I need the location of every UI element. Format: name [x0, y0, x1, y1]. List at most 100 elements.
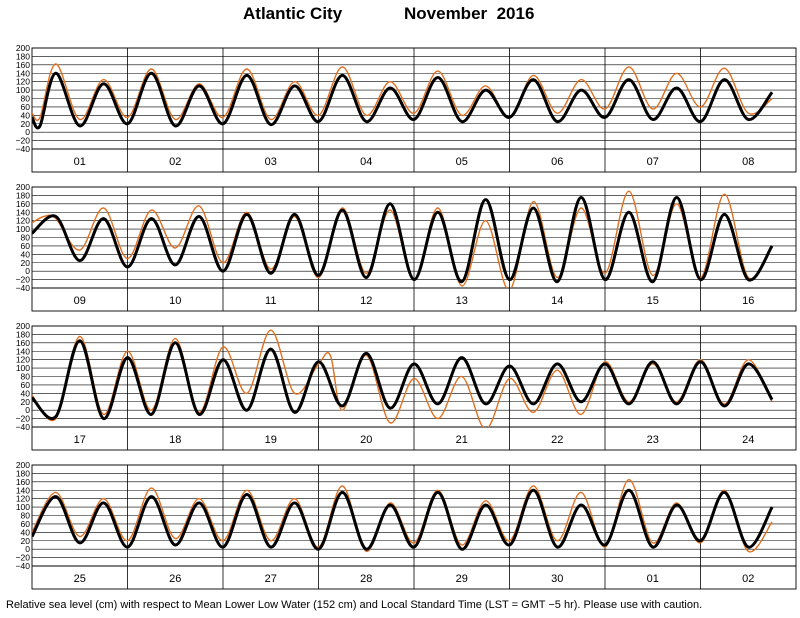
day-label: 02 — [169, 156, 181, 168]
panel-frame — [31, 464, 797, 590]
day-label: 18 — [169, 434, 181, 446]
y-tick-label: 120 — [16, 494, 30, 504]
y-tick-label: −40 — [16, 561, 31, 571]
observed-series-line — [32, 63, 773, 122]
day-label: 22 — [551, 434, 563, 446]
y-tick-label: 140 — [16, 68, 30, 78]
panel-frame — [31, 325, 797, 451]
day-label: 02 — [742, 573, 754, 585]
day-label: 05 — [456, 156, 468, 168]
y-tick-label: 200 — [16, 43, 30, 53]
y-tick-label: 0 — [25, 544, 30, 554]
day-label: 23 — [647, 434, 659, 446]
observed-series-line — [32, 329, 773, 427]
y-tick-label: 160 — [16, 338, 30, 348]
day-label: 28 — [360, 573, 372, 585]
day-label: 24 — [742, 434, 754, 446]
y-tick-label: 20 — [21, 119, 31, 129]
day-label: 17 — [74, 434, 86, 446]
y-tick-label: 160 — [16, 477, 30, 487]
station-title: Atlantic City — [243, 4, 343, 23]
y-tick-label: 180 — [16, 190, 30, 200]
footer-note: Relative sea level (cm) with respect to … — [6, 599, 703, 611]
day-label: 27 — [265, 573, 277, 585]
y-tick-label: 200 — [16, 182, 30, 192]
day-label: 08 — [742, 156, 754, 168]
panel-frame — [31, 47, 797, 173]
day-label: 21 — [456, 434, 468, 446]
day-label: 13 — [456, 295, 468, 307]
y-tick-label: 180 — [16, 468, 30, 478]
observed-series-line — [32, 478, 773, 553]
month-title: November 2016 — [404, 4, 534, 24]
y-tick-label: 80 — [21, 511, 31, 521]
month-label: November — [404, 4, 488, 23]
y-tick-label: −40 — [16, 144, 31, 154]
y-tick-label: 160 — [16, 60, 30, 70]
y-tick-label: 40 — [21, 388, 31, 398]
y-tick-label: 80 — [21, 94, 31, 104]
day-label: 15 — [647, 295, 659, 307]
y-tick-label: 140 — [16, 485, 30, 495]
day-label: 26 — [169, 573, 181, 585]
predicted-series-line — [32, 488, 774, 551]
day-label: 01 — [74, 156, 86, 168]
y-tick-label: −20 — [16, 275, 31, 285]
y-tick-label: 80 — [21, 372, 31, 382]
y-tick-label: 100 — [16, 502, 30, 512]
y-tick-label: 0 — [25, 405, 30, 415]
day-label: 01 — [647, 573, 659, 585]
day-label: 14 — [551, 295, 563, 307]
day-label: 09 — [74, 295, 86, 307]
y-tick-label: 60 — [21, 102, 31, 112]
y-tick-label: 0 — [25, 127, 30, 137]
day-label: 12 — [360, 295, 372, 307]
day-label: 10 — [169, 295, 181, 307]
year-label: 2016 — [496, 4, 535, 23]
y-tick-label: 120 — [16, 77, 30, 87]
y-tick-label: 200 — [16, 460, 30, 470]
y-tick-label: 120 — [16, 216, 30, 226]
y-tick-label: 100 — [16, 363, 30, 373]
y-tick-label: 60 — [21, 380, 31, 390]
y-tick-label: 160 — [16, 199, 30, 209]
y-tick-label: 40 — [21, 110, 31, 120]
y-tick-label: −20 — [16, 136, 31, 146]
y-tick-label: 20 — [21, 397, 31, 407]
day-label: 20 — [360, 434, 372, 446]
day-label: 16 — [742, 295, 754, 307]
day-label: 29 — [456, 573, 468, 585]
predicted-series-line — [32, 195, 774, 284]
day-label: 04 — [360, 156, 372, 168]
y-tick-label: 200 — [16, 321, 30, 331]
day-label: 03 — [265, 156, 277, 168]
y-tick-label: 140 — [16, 207, 30, 217]
predicted-series-line — [32, 71, 774, 130]
y-tick-label: 40 — [21, 249, 31, 259]
predicted-series-line — [32, 339, 774, 421]
y-tick-label: 20 — [21, 536, 31, 546]
y-tick-label: 40 — [21, 527, 31, 537]
y-tick-label: −40 — [16, 422, 31, 432]
y-tick-label: 100 — [16, 224, 30, 234]
y-tick-label: 80 — [21, 233, 31, 243]
y-tick-label: 20 — [21, 258, 31, 268]
y-tick-label: 100 — [16, 85, 30, 95]
day-label: 19 — [265, 434, 277, 446]
y-tick-label: −20 — [16, 414, 31, 424]
day-label: 07 — [647, 156, 659, 168]
y-tick-label: 180 — [16, 329, 30, 339]
y-tick-label: 180 — [16, 51, 30, 61]
y-tick-label: 140 — [16, 346, 30, 356]
y-tick-label: 0 — [25, 266, 30, 276]
day-label: 25 — [74, 573, 86, 585]
y-tick-label: 60 — [21, 519, 31, 529]
day-label: 30 — [551, 573, 563, 585]
day-label: 11 — [265, 295, 276, 307]
y-tick-label: 60 — [21, 241, 31, 251]
y-tick-label: −20 — [16, 553, 31, 563]
day-label: 06 — [551, 156, 563, 168]
panel-frame — [31, 186, 797, 312]
y-tick-label: −40 — [16, 283, 31, 293]
